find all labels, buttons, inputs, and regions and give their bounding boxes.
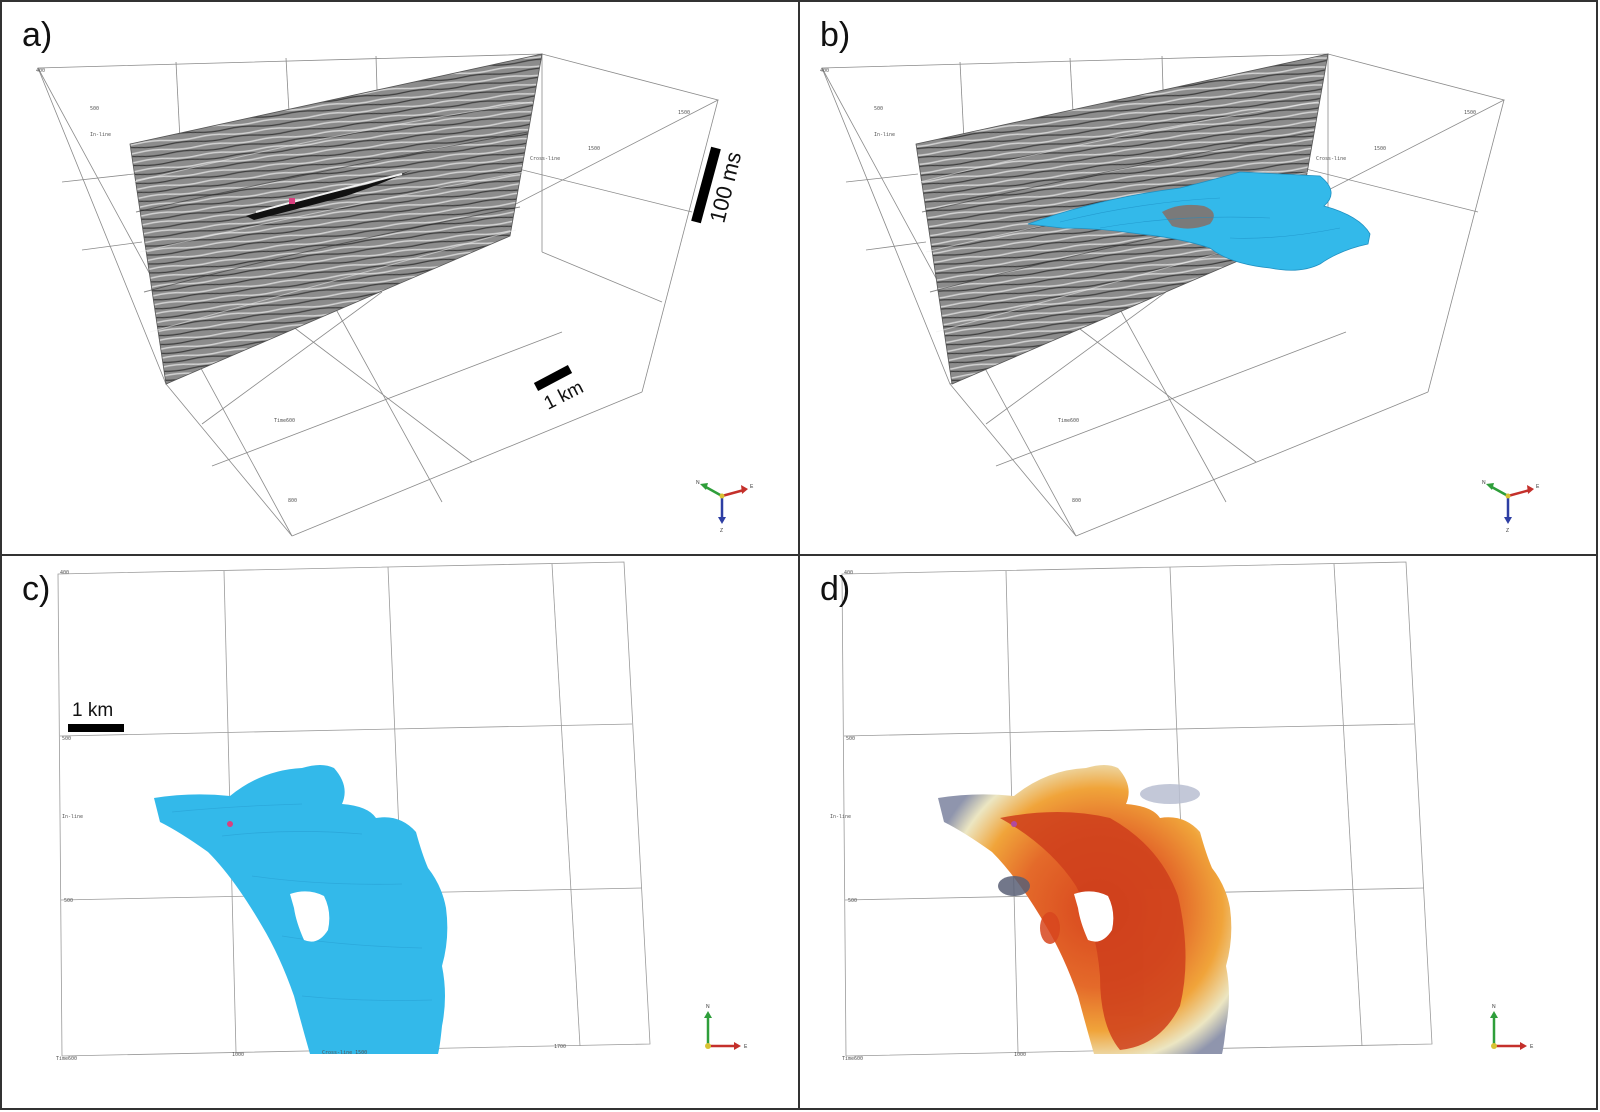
map-crossline-1000-label: 1000: [1014, 1052, 1026, 1058]
map-view-c: 1 km 400 500 In-line 500 Time600 1000 Cr…: [56, 561, 748, 1062]
time-scale-bar: [691, 146, 721, 224]
time-low-label: 800: [288, 498, 297, 504]
compass-north-label: N: [696, 480, 700, 486]
inline-axis-label: In-line: [874, 132, 895, 138]
horizon-shading: [1059, 197, 1341, 239]
map-inline-700-label: 500: [64, 898, 73, 904]
time-low-label: 800: [1072, 498, 1081, 504]
attribute-map-hole: [1074, 891, 1114, 942]
corner-label: 400: [36, 68, 45, 74]
compass-east-label: E: [750, 484, 754, 490]
inline-tick-label: 500: [90, 106, 99, 112]
orientation-compass: N E: [1490, 1004, 1534, 1050]
map-scale-bar: [68, 724, 124, 732]
orientation-compass: N E: [704, 1004, 748, 1050]
compass-east-label: E: [1530, 1044, 1534, 1050]
crossline-tick-label: 1500: [1464, 110, 1476, 116]
compass-down-label: Z: [1506, 528, 1509, 534]
orientation-compass: N E Z: [696, 480, 754, 534]
map-view-d: 400 500 In-line 500 Time600 1000 N E: [830, 561, 1534, 1062]
seed-point: [1011, 821, 1017, 827]
panel-d: d): [798, 554, 1598, 1110]
panel-label-b: b): [820, 16, 851, 54]
inline-axis-label: In-line: [90, 132, 111, 138]
time-axis-label: Time600: [274, 418, 295, 424]
horizon-map-hole: [290, 891, 330, 942]
panel-a: a): [0, 0, 800, 556]
volume-view-a: 400 500 In-line 1500 Cross-line 1500 Tim…: [36, 53, 754, 537]
horizon-hole: [1162, 204, 1214, 229]
inline-tick-label: 500: [874, 106, 883, 112]
compass-north-label: N: [1492, 1004, 1496, 1010]
map-inline-500-label: 500: [62, 736, 71, 742]
seismic-section: [129, 53, 543, 385]
time-axis-label: Time600: [1058, 418, 1079, 424]
map-crossline-1000-label: 1000: [232, 1052, 244, 1058]
map-corner-label: 400: [60, 570, 69, 576]
seed-point: [227, 821, 233, 827]
seismic-texture: [133, 101, 533, 333]
map-inline-axis-label: In-line: [62, 814, 83, 820]
bright-reflector: [246, 170, 412, 220]
seed-point: [289, 198, 295, 204]
map-inline-700-label: 500: [848, 898, 857, 904]
crossline-axis-label: Cross-line: [1316, 156, 1346, 162]
map-inline-axis-label: In-line: [830, 814, 851, 820]
compass-north-label: N: [706, 1004, 710, 1010]
crossline-tick-label: 1500: [678, 110, 690, 116]
compass-north-label: N: [1482, 480, 1486, 486]
panel-c: c) 1 km 400: [0, 554, 800, 1110]
map-inline-500-label: 500: [846, 736, 855, 742]
map-scale-label: 1 km: [72, 700, 113, 721]
distance-scale-bar: [533, 365, 573, 391]
panel-label-d: d): [820, 570, 851, 608]
map-time-label: Time600: [56, 1056, 77, 1062]
panel-label-c: c): [22, 570, 51, 608]
crossline-axis-label: Cross-line: [530, 156, 560, 162]
map-crossline-axis-label: Cross-line 1500: [322, 1050, 367, 1056]
compass-east-label: E: [1536, 484, 1540, 490]
orientation-compass: N E Z: [1482, 480, 1540, 534]
crossline-mid-label: 1500: [1374, 146, 1386, 152]
compass-down-label: Z: [720, 528, 723, 534]
panel-b: b): [798, 0, 1598, 556]
compass-east-label: E: [744, 1044, 748, 1050]
horizon-map-texture: [171, 803, 433, 1001]
volume-view-b: 400 500 In-line 1500 Cross-line 1500 Tim…: [820, 53, 1540, 537]
reflector-highlight: [255, 173, 403, 213]
map-corner-label: 400: [844, 570, 853, 576]
map-time-label: Time600: [842, 1056, 863, 1062]
crossline-mid-label: 1500: [588, 146, 600, 152]
panel-label-a: a): [22, 16, 53, 54]
corner-label: 400: [820, 68, 829, 74]
map-crossline-1700-label: 1700: [554, 1044, 566, 1050]
